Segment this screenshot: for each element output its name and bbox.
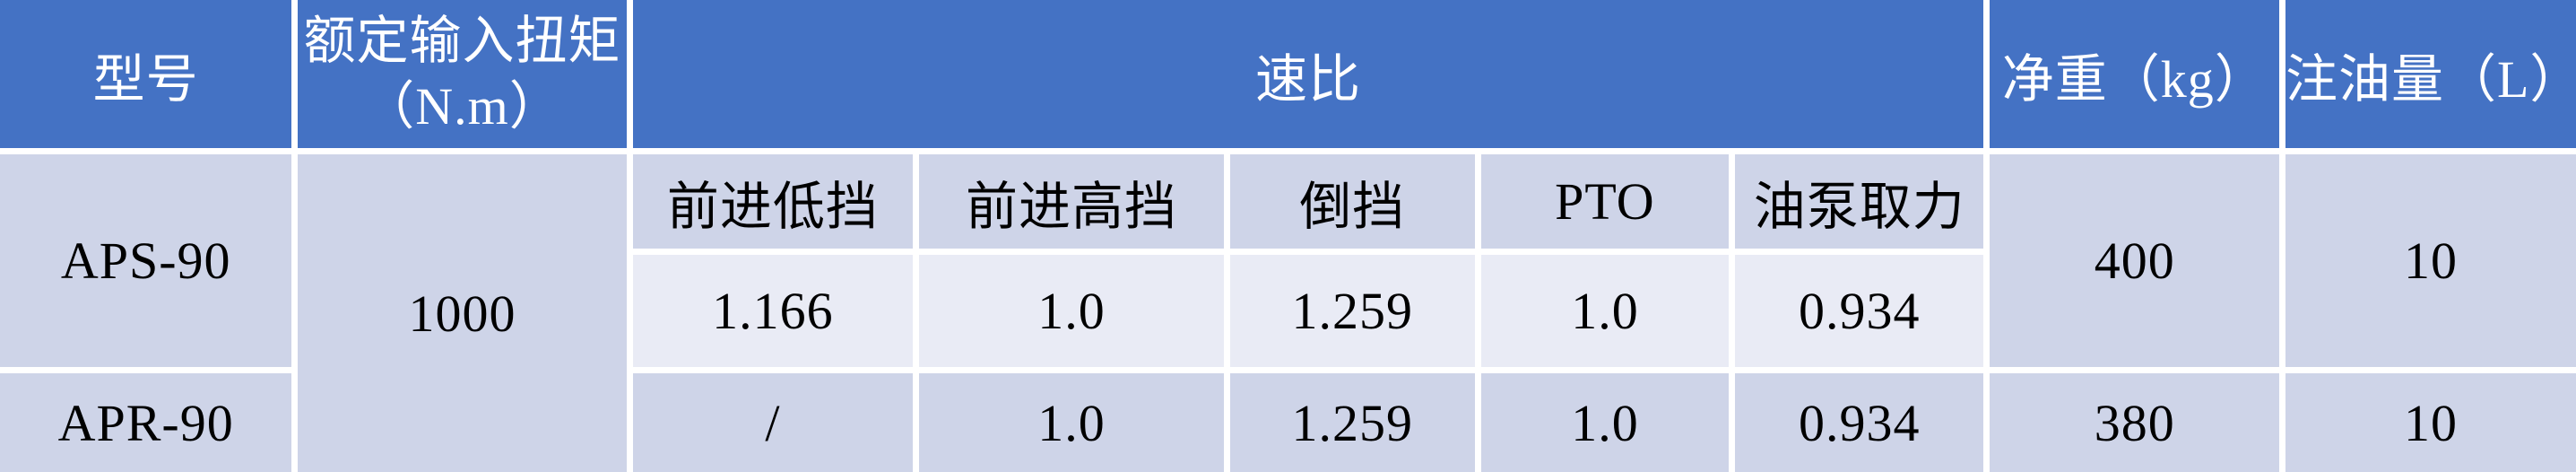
model-cell-aps90: APS-90 bbox=[0, 154, 292, 367]
subheader-oil-pump-pto: 油泵取力 bbox=[1734, 154, 1984, 249]
subheader-pto: PTO bbox=[1480, 154, 1729, 249]
subheader-forward-low-gear: 前进低挡 bbox=[632, 154, 914, 249]
aps90-ratio-forward-high: 1.0 bbox=[919, 255, 1224, 367]
aps90-ratio-oil-pump: 0.934 bbox=[1734, 255, 1984, 367]
model-cell-apr90: APR-90 bbox=[0, 373, 292, 472]
header-rated-input-torque: 额定输入扭矩 （N.m） bbox=[298, 0, 627, 148]
header-net-weight: 净重（kg） bbox=[1990, 0, 2279, 148]
aps90-ratio-forward-low: 1.166 bbox=[632, 255, 914, 367]
ratio-subheader-row: APS-90 1000 前进低挡 前进高挡 倒挡 PTO 油泵取力 400 10 bbox=[0, 154, 2576, 472]
torque-cell-1000: 1000 bbox=[298, 154, 627, 472]
oil-cell-aps90: 10 bbox=[2285, 154, 2576, 367]
subheader-forward-high-gear: 前进高挡 bbox=[919, 154, 1224, 249]
apr90-ratio-oil-pump: 0.934 bbox=[1734, 373, 1984, 472]
aps90-ratio-pto: 1.0 bbox=[1480, 255, 1729, 367]
header-model: 型号 bbox=[0, 0, 292, 148]
header-oil-volume: 注油量（L） bbox=[2285, 0, 2576, 148]
subheader-reverse-gear: 倒挡 bbox=[1229, 154, 1475, 249]
header-torque-line1: 额定输入扭矩 bbox=[303, 12, 621, 70]
weight-cell-apr90: 380 bbox=[1990, 373, 2279, 472]
header-row: 型号 额定输入扭矩 （N.m） 速比 净重（kg） 注油量（L） bbox=[0, 0, 2576, 148]
aps90-ratio-reverse: 1.259 bbox=[1229, 255, 1475, 367]
oil-cell-apr90: 10 bbox=[2285, 373, 2576, 472]
apr90-ratio-reverse: 1.259 bbox=[1229, 373, 1475, 472]
aps90-ratio-row: 1.166 1.0 1.259 1.0 0.934 bbox=[0, 255, 2576, 367]
apr90-ratio-forward-high: 1.0 bbox=[919, 373, 1224, 472]
header-speed-ratio: 速比 bbox=[632, 0, 1984, 148]
weight-cell-aps90: 400 bbox=[1990, 154, 2279, 367]
header-torque-line2: （N.m） bbox=[362, 76, 562, 135]
apr90-ratio-pto: 1.0 bbox=[1480, 373, 1729, 472]
apr90-row: APR-90 / 1.0 1.259 1.0 0.934 380 10 bbox=[0, 373, 2576, 472]
apr90-ratio-forward-low: / bbox=[632, 373, 914, 472]
